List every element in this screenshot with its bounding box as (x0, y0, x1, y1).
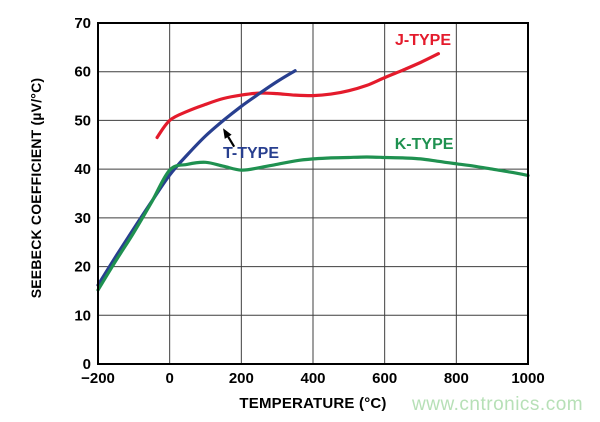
y-tick-label: 10 (74, 307, 91, 324)
k-type-curve (96, 155, 530, 292)
x-tick-label: 600 (372, 370, 397, 387)
plot-border (97, 22, 529, 365)
y-tick-label: 40 (74, 161, 91, 178)
series-label-j-type: J-TYPE (395, 32, 451, 49)
j-type-curve (155, 52, 440, 140)
x-tick-label: 1000 (511, 370, 544, 387)
x-tick-label: 200 (229, 370, 254, 387)
series-label-k-type: K-TYPE (395, 136, 454, 153)
annotation-arrow-shaft (227, 136, 236, 148)
y-tick-label: 50 (74, 112, 91, 129)
series-label-t-type: T-TYPE (223, 145, 279, 162)
x-tick-label: −200 (81, 370, 115, 387)
x-tick-label: 0 (165, 370, 173, 387)
y-tick-label: 20 (74, 259, 91, 276)
t-type-curve (96, 69, 297, 287)
annotation-arrowhead (223, 128, 232, 139)
y-tick-label: 0 (83, 356, 91, 373)
x-tick-label: 400 (300, 370, 325, 387)
y-tick-label: 60 (74, 64, 91, 81)
watermark-text: www.cntronics.com (412, 394, 584, 415)
y-axis-title: SEEBECK COEFFICIENT (µV/°C) (28, 77, 44, 299)
y-tick-label: 30 (74, 210, 91, 227)
x-axis-title: TEMPERATURE (°C) (239, 395, 387, 412)
y-tick-label: 70 (74, 15, 91, 32)
x-tick-label: 800 (444, 370, 469, 387)
